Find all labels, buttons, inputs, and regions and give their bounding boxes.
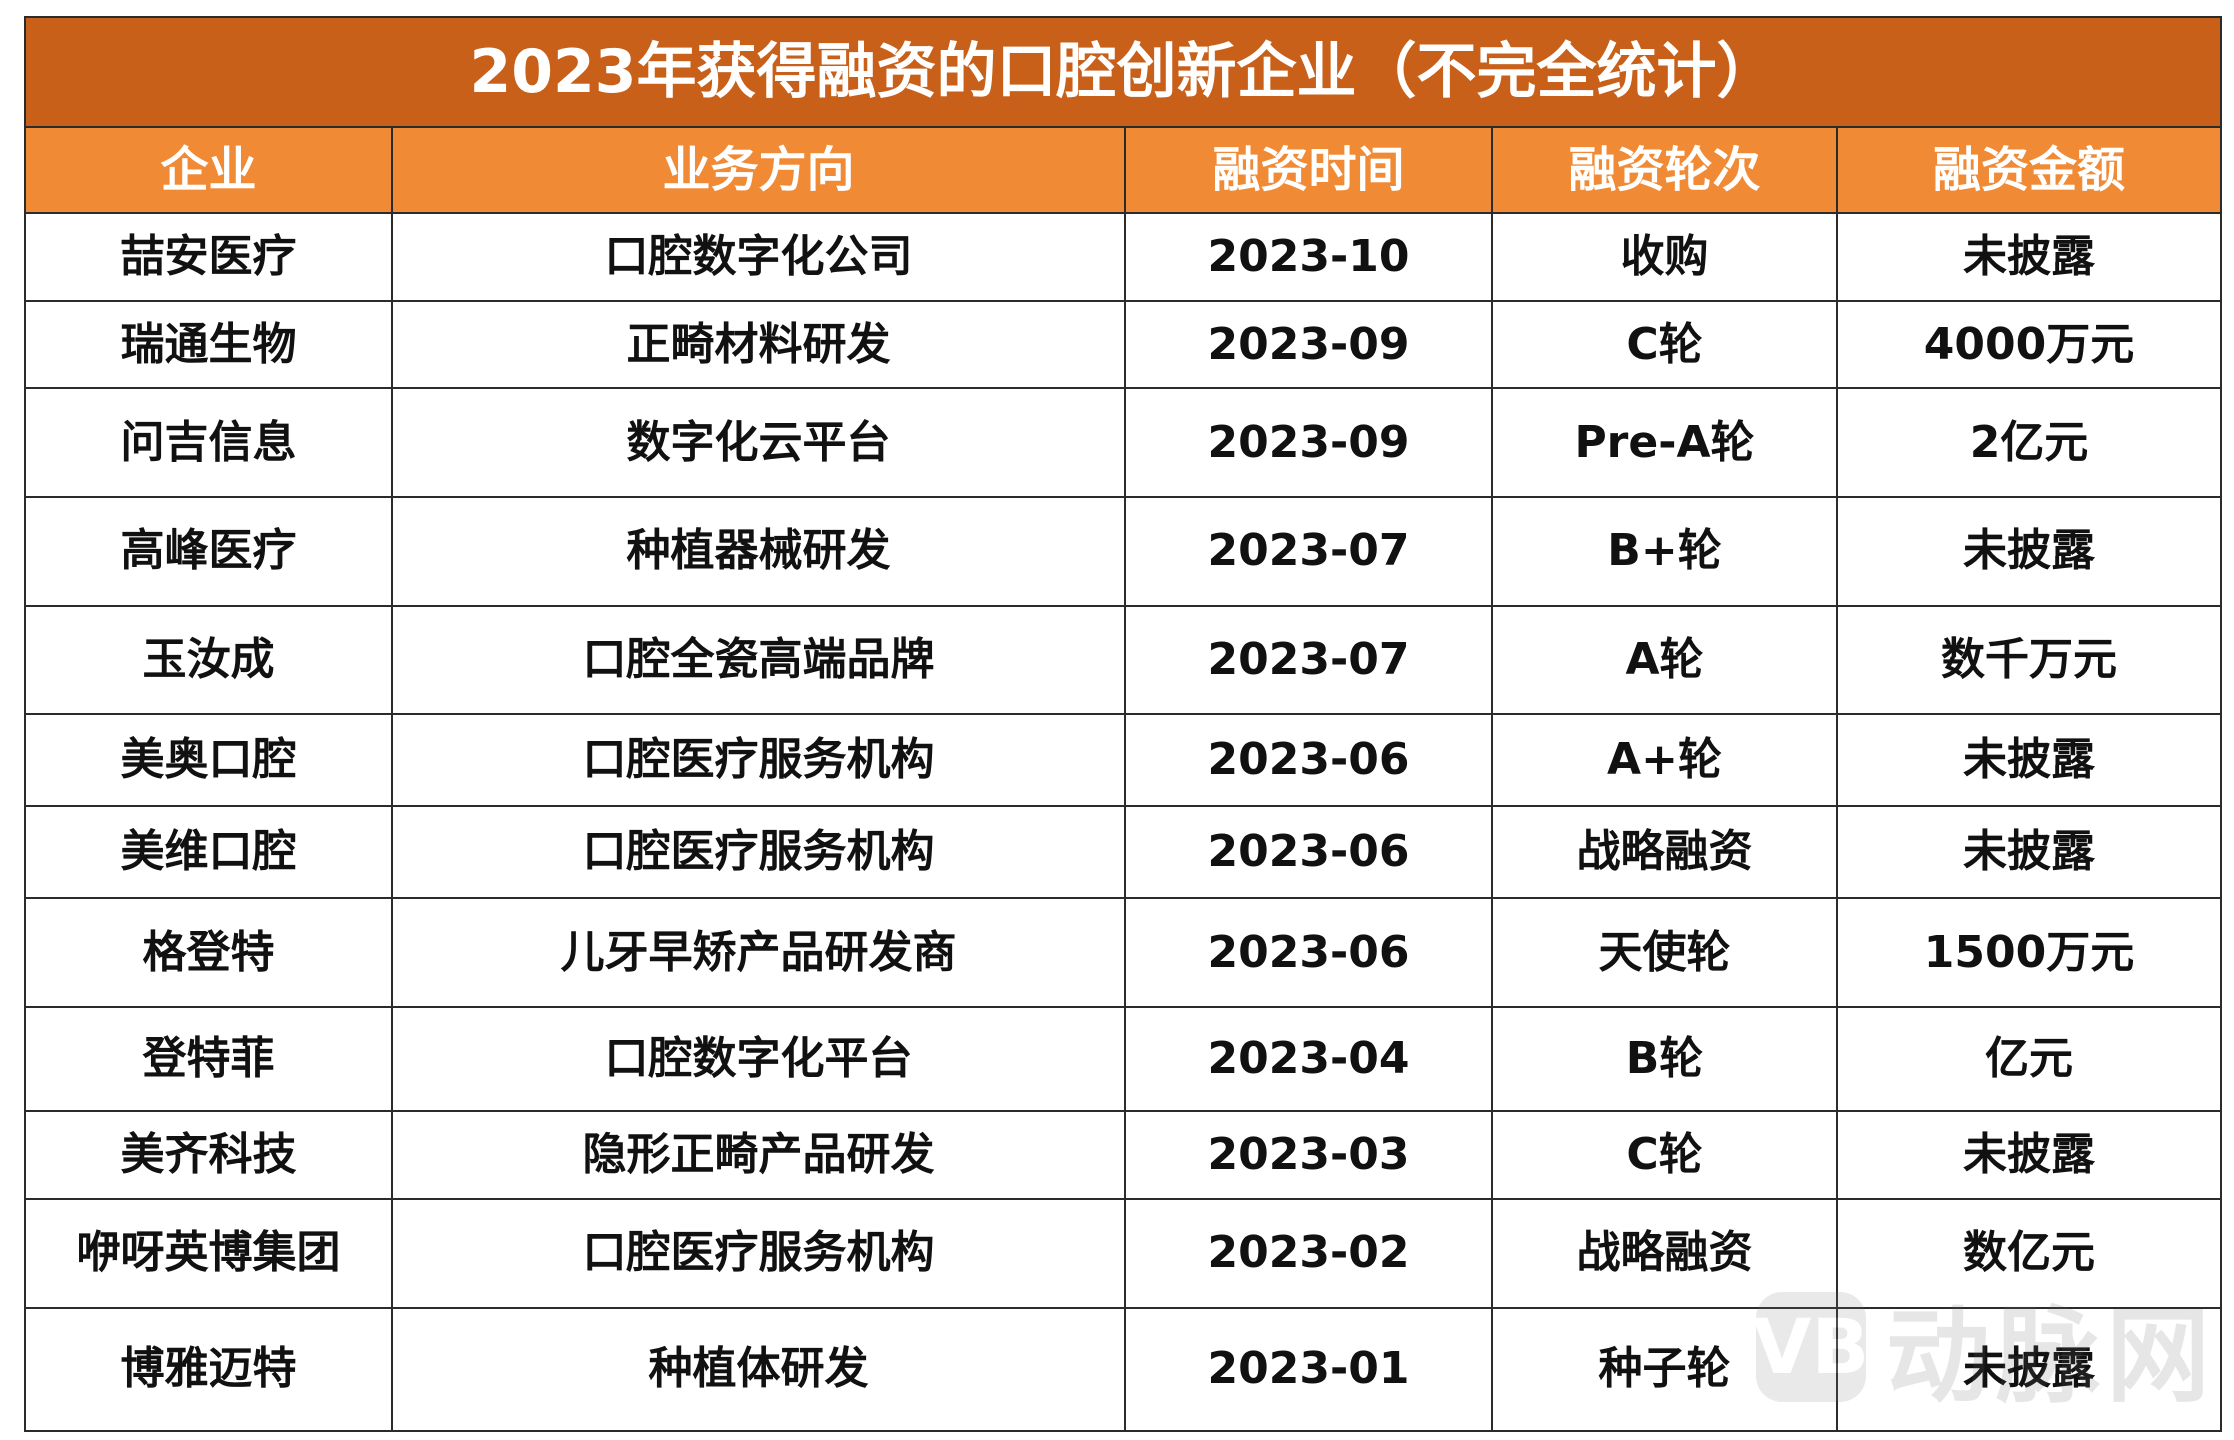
cell-business: 儿牙早矫产品研发商	[391, 897, 1126, 1008]
cell-amount: 亿元	[1835, 1005, 2223, 1113]
cell-amount: 未披露	[1835, 713, 2223, 808]
table-row: 玉汝成 口腔全瓷高端品牌 2023-07 A轮 数千万元	[24, 604, 2223, 716]
table-title: 2023年获得融资的口腔创新企业（不完全统计）	[23, 16, 2223, 128]
cell-date: 2023-04	[1124, 1005, 1493, 1113]
table-row: 格登特 儿牙早矫产品研发商 2023-06 天使轮 1500万元	[24, 897, 2223, 1008]
cell-date: 2023-07	[1124, 604, 1493, 716]
cell-business: 口腔全瓷高端品牌	[391, 604, 1126, 716]
cell-amount: 1500万元	[1835, 897, 2223, 1008]
cell-business: 口腔医疗服务机构	[391, 805, 1126, 900]
cell-date: 2023-06	[1124, 713, 1493, 808]
cell-round: C轮	[1491, 1110, 1838, 1200]
column-header-company: 企业	[24, 126, 393, 214]
table-body: 喆安医疗 口腔数字化公司 2023-10 收购 未披露 瑞通生物 正畸材料研发 2023-09…	[24, 212, 2223, 1433]
table-row: 问吉信息 数字化云平台 2023-09 Pre-A轮 2亿元	[24, 387, 2223, 499]
cell-company: 高峰医疗	[24, 496, 393, 607]
cell-business: 种植器械研发	[391, 496, 1126, 607]
cell-company: 美维口腔	[24, 805, 393, 900]
cell-company: 美齐科技	[24, 1110, 393, 1200]
cell-company: 瑞通生物	[24, 299, 393, 390]
cell-date: 2023-01	[1124, 1306, 1493, 1433]
column-header-business: 业务方向	[391, 126, 1126, 214]
cell-company: 玉汝成	[24, 604, 393, 716]
cell-amount: 数千万元	[1835, 604, 2223, 716]
column-header-round: 融资轮次	[1491, 126, 1838, 214]
cell-business: 正畸材料研发	[391, 299, 1126, 390]
cell-round: A+轮	[1491, 713, 1838, 808]
cell-company: 美奥口腔	[24, 713, 393, 808]
cell-round: 种子轮	[1491, 1306, 1838, 1433]
cell-company: 咿呀英博集团	[24, 1198, 393, 1309]
table-row: 高峰医疗 种植器械研发 2023-07 B+轮 未披露	[24, 496, 2223, 607]
cell-round: A轮	[1491, 604, 1838, 716]
column-header-amount: 融资金额	[1835, 126, 2223, 214]
table-row: 咿呀英博集团 口腔医疗服务机构 2023-02 战略融资 数亿元	[24, 1198, 2223, 1309]
cell-business: 口腔数字化公司	[391, 212, 1126, 302]
table-row: 美齐科技 隐形正畸产品研发 2023-03 C轮 未披露	[24, 1110, 2223, 1200]
cell-business: 口腔医疗服务机构	[391, 1198, 1126, 1309]
table-row: 美奥口腔 口腔医疗服务机构 2023-06 A+轮 未披露	[24, 713, 2223, 808]
table-row: 瑞通生物 正畸材料研发 2023-09 C轮 4000万元	[24, 299, 2223, 390]
cell-round: Pre-A轮	[1491, 387, 1838, 499]
table-row: 博雅迈特 种植体研发 2023-01 种子轮 未披露	[24, 1306, 2223, 1433]
column-header-date: 融资时间	[1124, 126, 1493, 214]
cell-business: 种植体研发	[391, 1306, 1126, 1433]
cell-date: 2023-03	[1124, 1110, 1493, 1200]
cell-company: 喆安医疗	[24, 212, 393, 302]
cell-round: 战略融资	[1491, 1198, 1838, 1309]
table-row: 美维口腔 口腔医疗服务机构 2023-06 战略融资 未披露	[24, 805, 2223, 900]
cell-amount: 数亿元	[1835, 1198, 2223, 1309]
cell-amount: 未披露	[1835, 1306, 2223, 1433]
cell-round: 战略融资	[1491, 805, 1838, 900]
cell-business: 口腔医疗服务机构	[391, 713, 1126, 808]
cell-business: 隐形正畸产品研发	[391, 1110, 1126, 1200]
cell-date: 2023-06	[1124, 897, 1493, 1008]
cell-amount: 未披露	[1835, 496, 2223, 607]
title-row: 2023年获得融资的口腔创新企业（不完全统计）	[23, 16, 2223, 128]
cell-company: 博雅迈特	[24, 1306, 393, 1433]
header-row: 企业 业务方向 融资时间 融资轮次 融资金额	[24, 126, 2223, 214]
cell-round: 收购	[1491, 212, 1838, 302]
cell-round: B轮	[1491, 1005, 1838, 1113]
cell-company: 登特菲	[24, 1005, 393, 1113]
cell-business: 口腔数字化平台	[391, 1005, 1126, 1113]
cell-date: 2023-10	[1124, 212, 1493, 302]
cell-date: 2023-02	[1124, 1198, 1493, 1309]
table-row: 喆安医疗 口腔数字化公司 2023-10 收购 未披露	[24, 212, 2223, 302]
table-row: 登特菲 口腔数字化平台 2023-04 B轮 亿元	[24, 1005, 2223, 1113]
cell-date: 2023-09	[1124, 387, 1493, 499]
cell-round: 天使轮	[1491, 897, 1838, 1008]
cell-date: 2023-07	[1124, 496, 1493, 607]
cell-date: 2023-09	[1124, 299, 1493, 390]
cell-round: B+轮	[1491, 496, 1838, 607]
funding-table: 2023年获得融资的口腔创新企业（不完全统计） 企业 业务方向 融资时间 融资轮…	[23, 16, 2223, 1433]
cell-company: 问吉信息	[24, 387, 393, 499]
cell-amount: 4000万元	[1835, 299, 2223, 390]
cell-business: 数字化云平台	[391, 387, 1126, 499]
cell-company: 格登特	[24, 897, 393, 1008]
cell-amount: 未披露	[1835, 1110, 2223, 1200]
cell-amount: 未披露	[1835, 212, 2223, 302]
cell-round: C轮	[1491, 299, 1838, 390]
cell-amount: 2亿元	[1835, 387, 2223, 499]
cell-date: 2023-06	[1124, 805, 1493, 900]
cell-amount: 未披露	[1835, 805, 2223, 900]
